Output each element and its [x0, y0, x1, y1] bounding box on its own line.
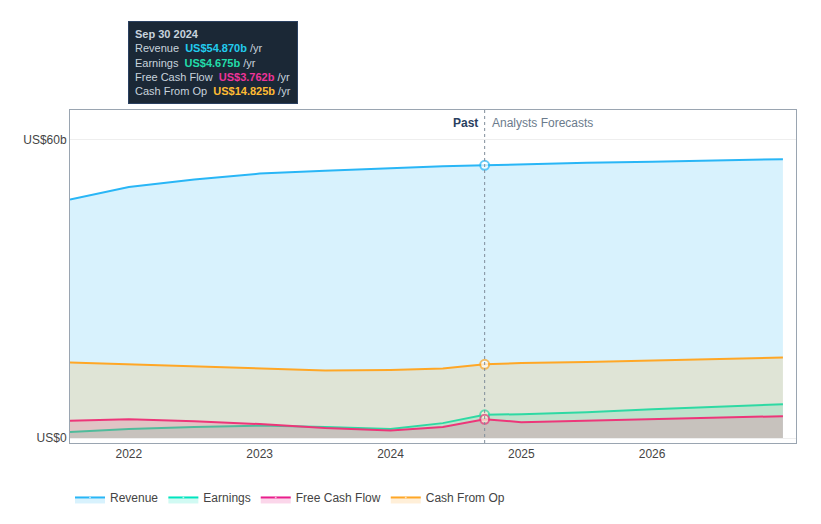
svg-text:2023: 2023	[246, 447, 273, 461]
svg-text:Sep 30 2024Revenue US$54.870b: Sep 30 2024Revenue US$54.870b /yrEarning…	[135, 28, 291, 97]
svg-text:US$0: US$0	[37, 431, 67, 445]
svg-text:Past: Past	[453, 116, 478, 130]
svg-text:2024: 2024	[377, 447, 404, 461]
svg-text:2022: 2022	[116, 447, 143, 461]
svg-text:Analysts Forecasts: Analysts Forecasts	[492, 116, 593, 130]
svg-text:Revenue: Revenue	[110, 491, 158, 505]
svg-text:2025: 2025	[508, 447, 535, 461]
svg-text:Earnings: Earnings	[203, 491, 250, 505]
svg-text:2026: 2026	[639, 447, 666, 461]
svg-text:Free Cash Flow: Free Cash Flow	[296, 491, 381, 505]
svg-text:US$60b: US$60b	[23, 133, 67, 147]
svg-text:Cash From Op: Cash From Op	[426, 491, 505, 505]
